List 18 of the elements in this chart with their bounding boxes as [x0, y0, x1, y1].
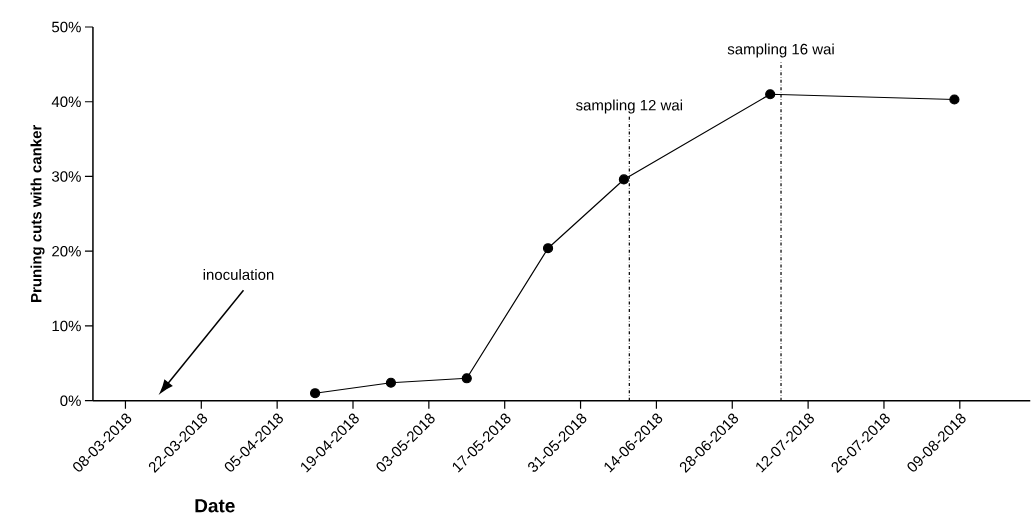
point: [765, 89, 776, 100]
point: [949, 94, 960, 105]
point: [385, 377, 397, 389]
y-tick-label: 10%: [52, 320, 81, 332]
point: [542, 243, 554, 254]
y-tick-label: 20%: [52, 246, 81, 257]
annotation: inoculation: [203, 269, 274, 281]
ref-line-label: sampling 12 wai: [576, 99, 683, 114]
x-axis-title: Date: [195, 499, 235, 513]
y-axis-title: Pruning cuts with canker: [30, 125, 45, 303]
point: [618, 174, 629, 185]
point: [309, 388, 321, 399]
y-tick-label: 50%: [52, 21, 81, 33]
y-tick-label: 30%: [51, 171, 81, 182]
point: [461, 373, 472, 384]
y-tick-label: 40%: [51, 96, 81, 108]
ref-line-label: sampling 16 wai: [727, 43, 834, 58]
y-tick-label: 0%: [60, 395, 81, 407]
